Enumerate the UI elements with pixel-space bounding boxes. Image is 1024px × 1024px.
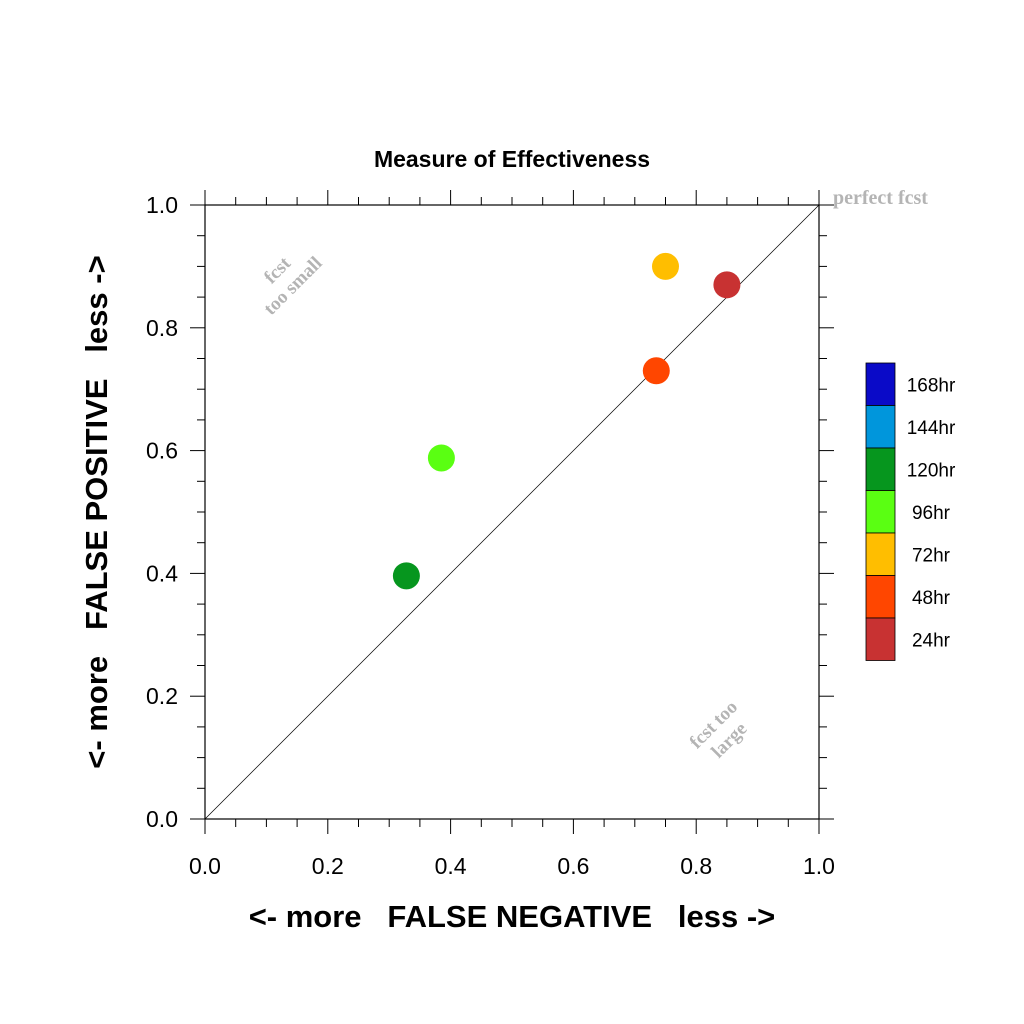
perfect-forecast-line [204, 204, 820, 820]
x-tick-label: 0.6 [557, 853, 589, 879]
plot-frame [204, 204, 820, 820]
annotation-perfect-fcst: perfect fcst [833, 187, 928, 209]
point-48hr [642, 357, 670, 385]
point-120hr [392, 562, 420, 590]
legend-swatch-96hr [865, 490, 896, 534]
x-tick-label: 0.2 [312, 853, 344, 879]
legend-label-96hr: 96hr [912, 503, 951, 524]
legend-label-120hr: 120hr [907, 460, 956, 481]
x-tick-label: 0.8 [680, 853, 712, 879]
legend-swatch-144hr [865, 405, 896, 449]
y-tick-label: 0.8 [146, 315, 178, 341]
y-tick-label: 0.2 [146, 683, 178, 709]
x-axis-label: <- more FALSE NEGATIVE less -> [249, 899, 776, 934]
annotation-fcst-too-large: fcst too large [686, 697, 752, 763]
legend-label-72hr: 72hr [912, 545, 951, 566]
y-tick-label: 1.0 [146, 192, 178, 218]
y-tick-labels: 0.0 0.2 0.4 0.6 0.8 1.0 [146, 192, 178, 832]
data-points [392, 252, 741, 590]
y-tick-label: 0.4 [146, 560, 178, 586]
legend-swatch-120hr [865, 447, 896, 491]
legend-label-24hr: 24hr [912, 630, 951, 651]
legend-label-168hr: 168hr [907, 375, 956, 396]
y-axis-label: <- more FALSE POSITIVE less -> [79, 255, 114, 768]
legend-swatch-24hr [865, 617, 896, 661]
legend-label-144hr: 144hr [907, 418, 956, 439]
legend-swatch-48hr [865, 575, 896, 619]
axis-ticks [190, 190, 834, 834]
diagonal-reference [204, 204, 820, 820]
point-72hr [652, 252, 679, 280]
x-tick-label: 0.4 [435, 853, 467, 879]
legend-swatch-72hr [865, 532, 896, 576]
legend-label-48hr: 48hr [912, 588, 951, 609]
point-24hr [713, 271, 741, 299]
y-tick-label: 0.0 [146, 806, 178, 832]
chart-title: Measure of Effectiveness [374, 146, 650, 172]
x-tick-label: 1.0 [803, 853, 835, 879]
annotation-fcst-too-small: fcst too small [260, 253, 327, 320]
x-tick-label: 0.0 [189, 853, 221, 879]
point-96hr [427, 444, 455, 472]
legend-swatch-168hr [865, 362, 896, 406]
legend: 168hr 144hr 120hr 96hr 72hr 48hr 24hr [865, 362, 956, 661]
y-tick-label: 0.6 [146, 438, 178, 464]
x-tick-labels: 0.0 0.2 0.4 0.6 0.8 1.0 [189, 853, 835, 879]
